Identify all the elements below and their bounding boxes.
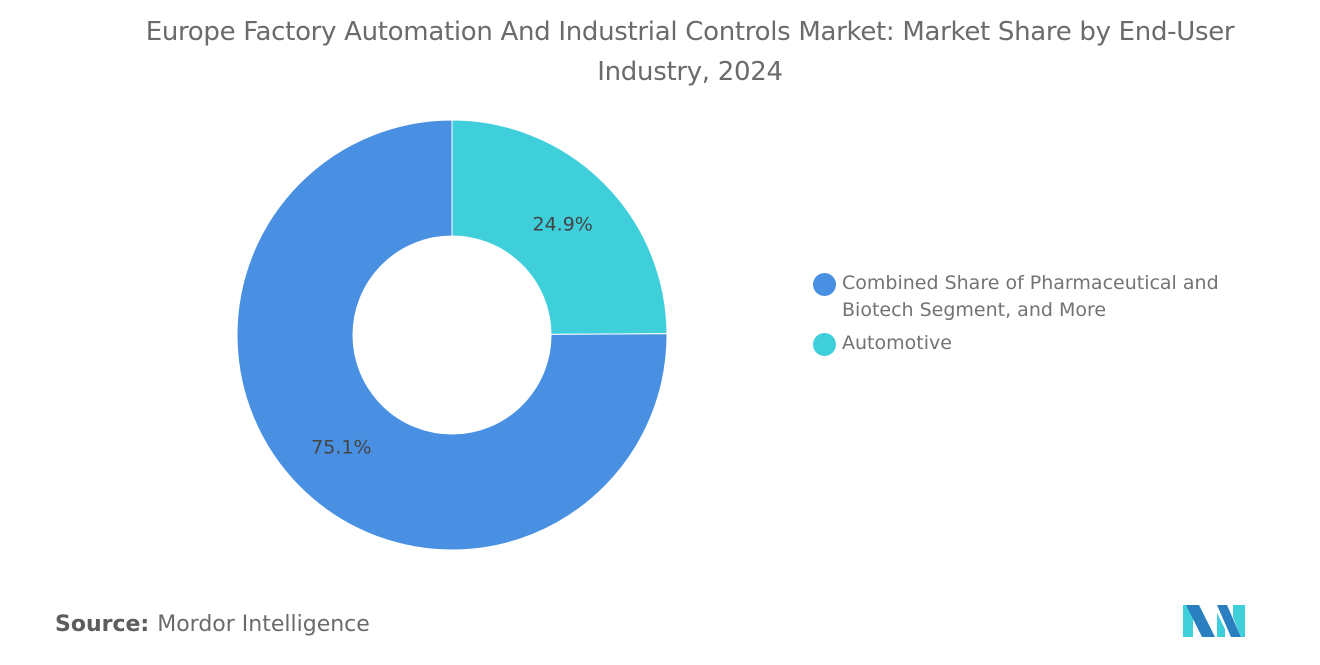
mordor-intelligence-logo bbox=[1183, 605, 1245, 637]
legend-label: Combined Share of Pharmaceutical and Bio… bbox=[842, 272, 1219, 321]
legend: Combined Share of Pharmaceutical and Bio… bbox=[813, 270, 1273, 363]
legend-swatch-automotive bbox=[813, 333, 836, 356]
legend-swatch-combined bbox=[813, 273, 836, 296]
data-label: 24.9% bbox=[532, 214, 592, 236]
slice-combined-share-of-pharmaceutical-and-biotech-segment-and-more bbox=[236, 119, 668, 551]
legend-item-combined: Combined Share of Pharmaceutical and Bio… bbox=[813, 270, 1273, 324]
legend-label: Automotive bbox=[842, 332, 952, 354]
source-note: Source: Mordor Intelligence bbox=[55, 612, 370, 637]
slice-automotive bbox=[451, 119, 668, 335]
legend-item-automotive: Automotive bbox=[813, 330, 1273, 357]
source-value: Mordor Intelligence bbox=[157, 612, 370, 637]
chart-title: Europe Factory Automation And Industrial… bbox=[145, 17, 1235, 87]
data-label: 75.1% bbox=[311, 436, 371, 458]
source-label: Source: bbox=[55, 612, 150, 637]
